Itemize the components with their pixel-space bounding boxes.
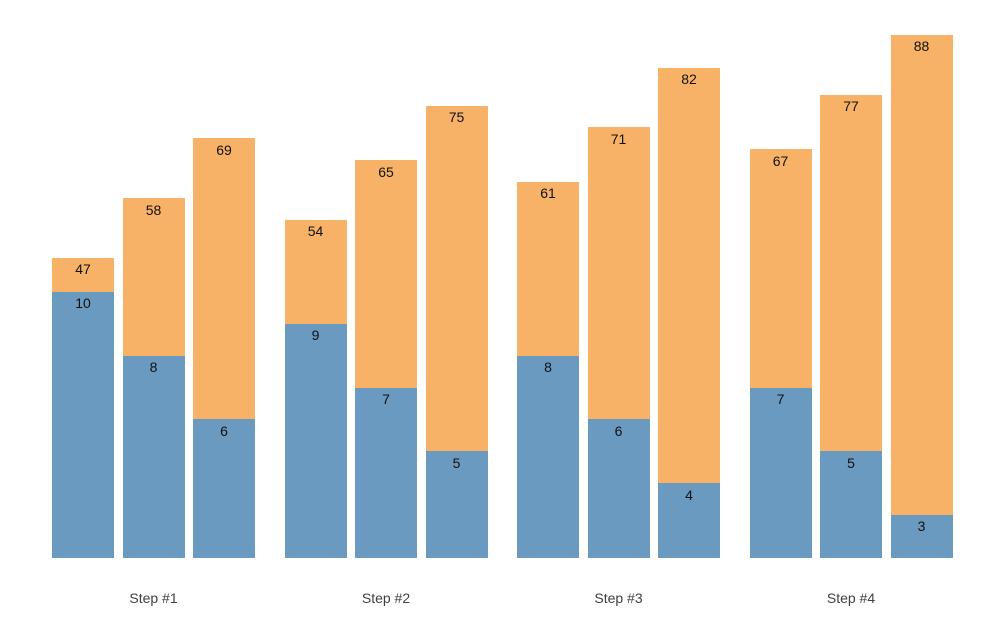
bar-segment-total xyxy=(890,34,953,515)
bar-segment-base xyxy=(52,291,114,558)
bar-total-label: 65 xyxy=(378,163,394,180)
bar-segment-base xyxy=(284,323,347,558)
bar-base-label: 7 xyxy=(776,391,785,408)
bar-segment-base xyxy=(890,514,953,558)
bar-segment-base xyxy=(820,451,882,558)
bar-segment-total xyxy=(658,67,720,484)
bar-segment-total xyxy=(820,94,882,452)
bar-total-label: 61 xyxy=(540,185,556,202)
bar-total-label: 71 xyxy=(610,130,627,147)
x-axis-label-step3: Step #3 xyxy=(594,590,643,606)
bar-segment-base xyxy=(749,387,812,558)
bar-total-label: 67 xyxy=(772,152,789,169)
bar-segment-total xyxy=(284,219,347,324)
bar-base-label: 5 xyxy=(847,454,855,471)
bar-base-label: 10 xyxy=(75,295,91,312)
bar-base-label: 6 xyxy=(614,422,623,439)
x-axis-label-step2: Step #2 xyxy=(361,590,411,606)
x-axis-label-step4: Step #4 xyxy=(826,590,876,606)
bar-segment-base xyxy=(658,483,720,558)
bar-total-label: 58 xyxy=(145,201,162,218)
bar-base-label: 7 xyxy=(382,391,390,408)
bar-base-label: 3 xyxy=(917,518,926,535)
bar-segment-base xyxy=(193,419,255,558)
bar-segment-total xyxy=(425,105,488,452)
bar-segment-base xyxy=(517,355,579,558)
bar-total-label: 54 xyxy=(307,223,324,240)
bar-segment-base xyxy=(122,355,185,558)
bar-segment-total xyxy=(749,149,812,388)
bar-segment-base xyxy=(355,387,417,558)
bar-base-label: 8 xyxy=(544,359,552,376)
bar-segment-total xyxy=(52,257,114,292)
bar-total-label: 75 xyxy=(448,109,465,126)
bar-segment-base xyxy=(587,419,650,558)
bar-base-label: 4 xyxy=(685,486,693,503)
bar-total-label: 82 xyxy=(681,71,697,88)
bar-total-label: 88 xyxy=(913,38,930,55)
bar-total-label: 69 xyxy=(216,141,232,158)
bar-base-label: 6 xyxy=(220,422,228,439)
bar-segment-total xyxy=(122,198,185,356)
bar-segment-total xyxy=(193,138,255,420)
bar-base-label: 8 xyxy=(149,359,158,376)
bar-segment-total xyxy=(517,181,579,356)
bar-total-label: 77 xyxy=(843,98,859,115)
bar-base-label: 5 xyxy=(452,454,461,471)
bar-segment-base xyxy=(425,451,488,558)
bar-segment-total xyxy=(355,160,417,388)
x-axis-label-step1: Step #1 xyxy=(129,590,178,606)
bar-segment-total xyxy=(587,127,650,420)
bar-total-label: 47 xyxy=(75,261,91,278)
bar-base-label: 9 xyxy=(311,327,320,344)
